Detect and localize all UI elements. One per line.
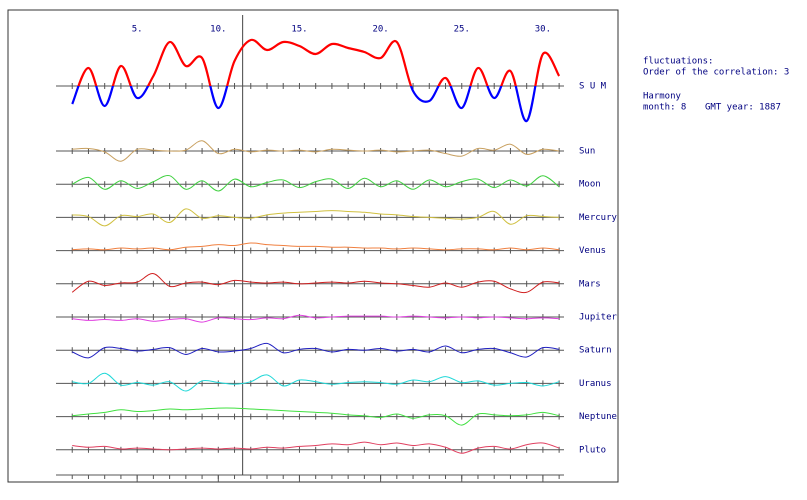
series-line	[72, 314, 560, 323]
row-label: Sun	[579, 147, 595, 157]
row-label: Saturn	[579, 346, 612, 356]
x-tick-label: 5.	[132, 25, 143, 35]
series-line	[72, 242, 560, 251]
info-text: Order of the correlation: 3	[643, 68, 789, 78]
x-tick-label: 10.	[210, 25, 226, 35]
row-label: Jupiter	[579, 313, 618, 323]
info-text: GMT year: 1887	[705, 103, 781, 113]
series-line	[72, 372, 560, 392]
info-text: fluctuations:	[643, 57, 713, 67]
x-tick-label: 30.	[535, 25, 551, 35]
info-text: Harmony	[643, 92, 682, 102]
row-label: Pluto	[579, 445, 606, 455]
sum-line	[77, 38, 561, 86]
series-line	[72, 407, 560, 426]
x-tick-label: 20.	[372, 25, 388, 35]
series-line	[72, 140, 560, 162]
row-label: Mars	[579, 279, 601, 289]
x-tick-label: 15.	[291, 25, 307, 35]
series-line	[72, 208, 560, 227]
row-label: Venus	[579, 246, 606, 256]
series-line	[72, 175, 560, 192]
row-label: Moon	[579, 180, 601, 190]
row-label: Mercury	[579, 213, 618, 223]
panel-frame	[7, 9, 619, 483]
series-line	[72, 441, 560, 454]
row-label: S U M	[579, 82, 607, 92]
row-label: Neptune	[579, 412, 617, 422]
row-label: Uranus	[579, 379, 612, 389]
series-line	[71, 273, 560, 294]
info-text: month: 8	[643, 103, 686, 113]
series-line	[72, 342, 560, 359]
x-tick-label: 25.	[454, 25, 470, 35]
